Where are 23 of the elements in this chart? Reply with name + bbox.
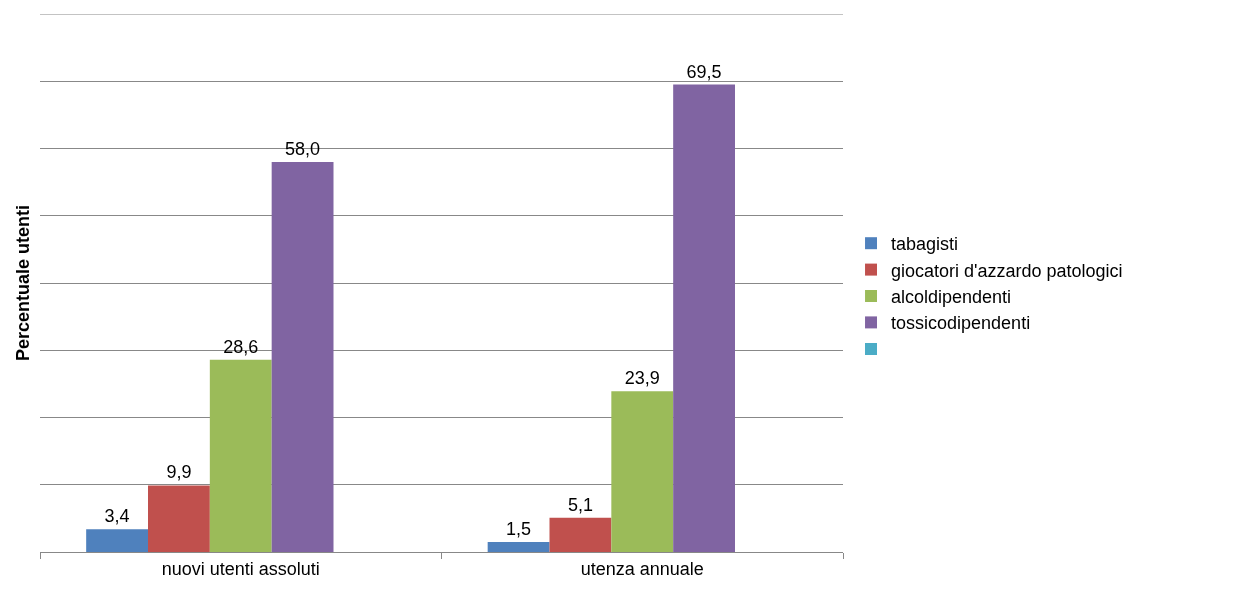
bar (487, 541, 550, 552)
bar (611, 391, 674, 552)
x-tick-label: utenza annuale (580, 558, 704, 579)
data-label: 5,1 (567, 494, 593, 515)
legend-label: giocatori d'azzardo patologici (891, 260, 1123, 281)
data-label: 23,9 (624, 368, 660, 389)
data-label: 28,6 (223, 336, 259, 357)
data-label: 9,9 (166, 462, 192, 483)
legend-label: tossicodipendenti (891, 313, 1031, 334)
bar (549, 517, 612, 552)
legend-label: tabagisti (891, 234, 959, 255)
data-label: 69,5 (686, 61, 722, 82)
bar (271, 161, 334, 552)
data-label: 3,4 (104, 506, 130, 527)
bar (148, 485, 210, 552)
bar (209, 359, 272, 552)
x-tick-label: nuovi utenti assoluti (161, 558, 320, 579)
bar (86, 529, 148, 552)
y-axis-title: Percentuale utenti (13, 204, 34, 362)
data-label: 1,5 (506, 518, 532, 539)
legend-label: alcoldipendenti (891, 287, 1012, 308)
data-label: 58,0 (285, 138, 321, 159)
bar (673, 84, 735, 552)
